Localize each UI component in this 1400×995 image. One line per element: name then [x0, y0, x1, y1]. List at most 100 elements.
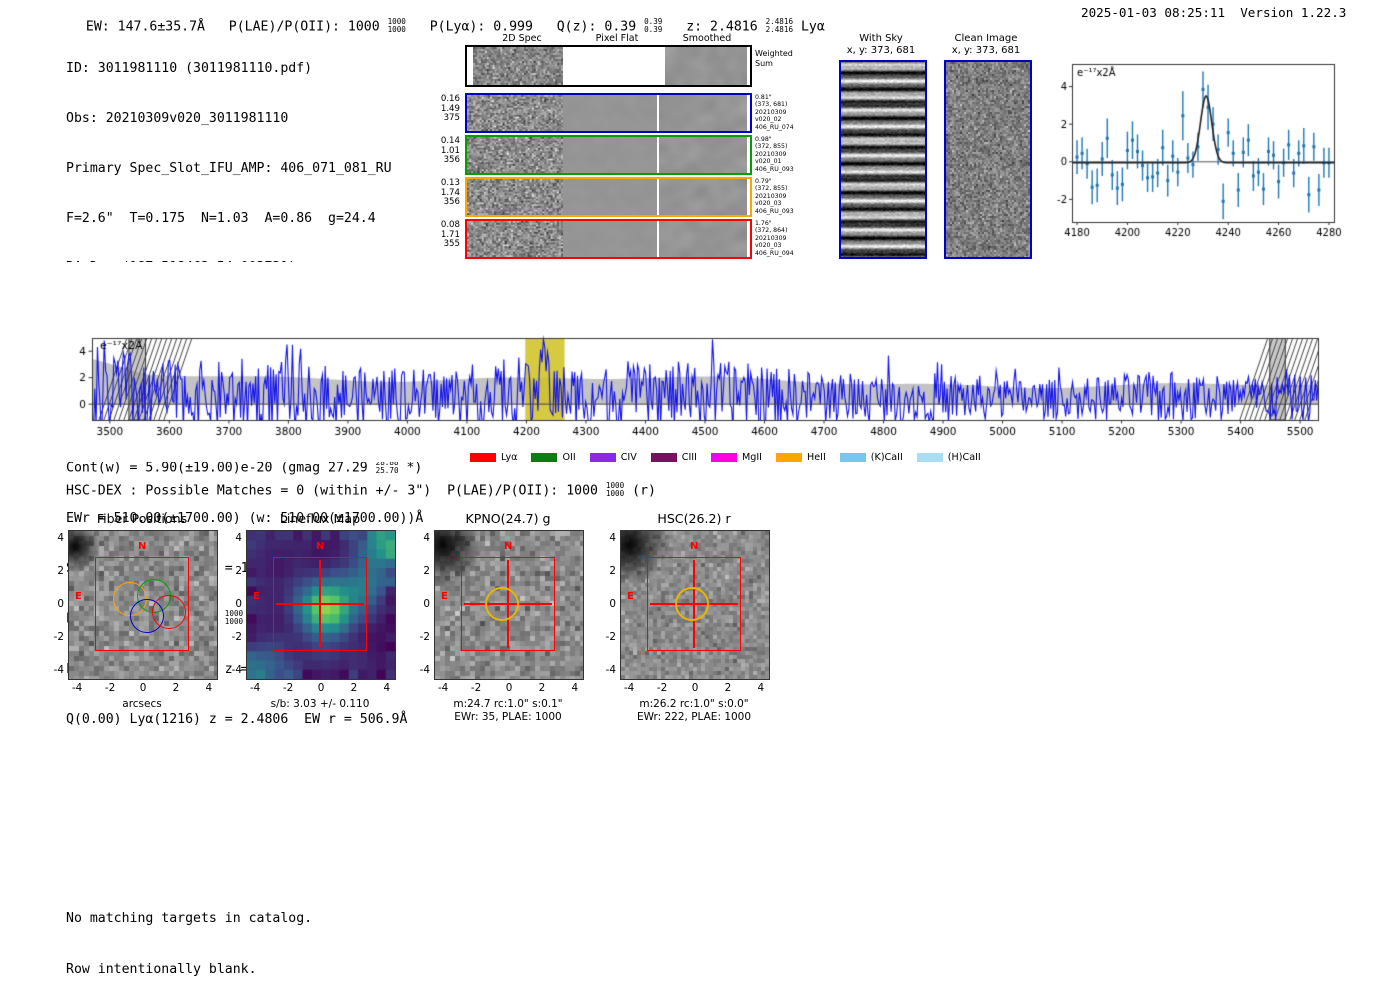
exposure-info-value: 0.98" — [755, 136, 772, 143]
weighted-sum-smoothed-image — [665, 47, 748, 85]
exposure-strip — [465, 135, 752, 175]
cutout-caption-1: s/b: 3.03 +/- 0.110 — [270, 698, 370, 710]
legend-label: Lyα — [501, 452, 518, 463]
exposure-info-value: (372, 855) — [755, 143, 788, 151]
header-ew-plae-text: EW: 147.6±35.7Å P(LAE)/P(OII): 1000 — [85, 19, 388, 35]
cutout-xtick: 2 — [350, 682, 358, 694]
timestamp-version: 2025-01-03 08:25:11 Version 1.22.3 — [1081, 5, 1347, 20]
cutout-ytick: 0 — [235, 598, 242, 610]
exposure-info-value: 20210309 — [755, 234, 787, 242]
compass-north: N — [690, 541, 699, 552]
info-line-q: Q(0.00) Lyα(1216) z = 2.4806 EW r = 506.… — [66, 711, 408, 727]
column-header-pixelflat: Pixel Flat — [595, 33, 639, 44]
compass-east: E — [441, 591, 448, 602]
z-frac-bottom: 2.4816 — [765, 25, 794, 34]
hsc-dex-suffix: (r) — [624, 483, 656, 499]
fiber-circle — [151, 595, 186, 630]
exposure-left-value: 1.01 — [440, 145, 460, 156]
exposure-smoothed-image — [659, 95, 748, 131]
contw-suffix: *) — [398, 461, 423, 477]
legend-label: CIV — [620, 452, 637, 463]
exposure-info-value: (373, 681) — [755, 101, 788, 109]
info-plae-frac-bottom: 1000 — [224, 617, 244, 627]
weighted-sum-pixelflat-image — [568, 47, 660, 85]
exposure-left-labels: 0.16 1.49 375 — [408, 94, 460, 124]
legend-swatch — [776, 453, 802, 462]
plae-frac-bottom: 1000 — [387, 25, 406, 34]
exposure-info-value: (372, 855) — [755, 185, 788, 193]
cutout-ytick: 2 — [609, 565, 616, 578]
exposure-left-value: 355 — [443, 239, 460, 250]
gmag-frac-top: 28.88 — [375, 458, 399, 468]
cutout-xtick: -4 — [437, 682, 449, 694]
cutout-aperture-box — [647, 557, 741, 651]
header-z-text: z: 2.4816 — [662, 19, 766, 35]
cutout-xtick: 4 — [571, 682, 579, 694]
cutout-title: KPNO(24.7) g — [465, 511, 551, 526]
info-line-seeing: F=2.6" T=0.175 N=1.03 A=0.86 g=24.4 — [66, 210, 376, 226]
cutout-image-heat[interactable] — [246, 530, 396, 680]
compass-north: N — [138, 541, 147, 552]
cutout-ytick: 4 — [609, 532, 616, 545]
exposure-info-value: 406_RU_093 — [755, 165, 794, 173]
qz-fraction: 0.39 0.39 — [644, 18, 662, 34]
hsc-dex-summary: HSC-DEX : Possible Matches = 0 (within +… — [66, 482, 656, 499]
exposure-pixelflat-image — [563, 179, 657, 215]
plae-fraction: 1000 1000 — [388, 18, 406, 34]
cutout-ytick: 2 — [235, 565, 242, 578]
legend-swatch — [710, 453, 737, 462]
exposure-left-value: 356 — [443, 155, 460, 166]
cutout-caption: arcsecs — [28, 698, 256, 711]
cutout-xtick: 4 — [205, 682, 213, 694]
weighted-sum-2dspec-image — [472, 47, 564, 85]
legend-item: (H)CaII — [916, 452, 981, 463]
exposure-info-value: 406_RU_074 — [755, 123, 794, 131]
spectrum-legend: Lyα OII CIV CIII MgII HeII (K)CaII (H)CaII — [470, 452, 981, 463]
qz-frac-top: 0.39 — [644, 17, 663, 26]
cutout-aperture-box — [95, 557, 189, 651]
exposure-left-labels: 0.08 1.71 355 — [408, 220, 460, 250]
exposure-smoothed-image — [659, 221, 748, 257]
exposure-info-value: 1.76" — [755, 220, 772, 227]
contw-prefix: Cont(w) = 5.90(±19.00)e-20 (gmag 27.29 — [66, 461, 376, 477]
line-zoom-plot — [1042, 56, 1342, 256]
compass-east: E — [253, 591, 260, 602]
cutout-ytick: -4 — [53, 663, 64, 676]
exposure-right-info: 0.81" (373, 681) 20210309 v020_02 406_RU_074 — [755, 94, 819, 131]
cutout-caption-1: m:26.2 rc:1.0" s:0.0" — [639, 698, 749, 710]
exposure-strip — [465, 219, 752, 259]
exposure-left-value: 0.13 — [440, 178, 460, 188]
info-line-primary-spec: Primary Spec_Slot_IFU_AMP: 406_071_081_R… — [66, 160, 392, 176]
exposure-strip — [465, 177, 752, 217]
full-spectrum-canvas — [0, 262, 1400, 462]
exposure-2dspec-image — [467, 179, 564, 215]
exposure-info-value: v020_01 — [755, 158, 782, 166]
exposure-info-value: 0.79" — [755, 178, 772, 185]
cutout-xtick: 2 — [172, 682, 180, 694]
info-line-obs: Obs: 20210309v020_3011981110 — [66, 110, 289, 126]
exposure-info-value: v020_03 — [755, 242, 782, 250]
plae-frac-top: 1000 — [387, 17, 406, 26]
cutout-caption: m:24.7 rc:1.0" s:0.1" EWr: 35, PLAE: 1000 — [394, 698, 622, 724]
exposure-left-value: 0.08 — [440, 220, 460, 230]
exposure-pixelflat-image — [563, 137, 657, 173]
cutout-ytick: 4 — [235, 532, 242, 545]
footer-line-2: Row intentionally blank. — [66, 962, 257, 977]
exposure-2dspec-image — [467, 95, 564, 131]
cutout-radius-circle — [484, 586, 519, 621]
gmag-fraction: 28.88 25.70 — [376, 459, 399, 475]
legend-item: Lyα — [470, 452, 517, 463]
hsc-dex-frac-bottom: 1000 — [605, 489, 625, 498]
cutout-ytick: 4 — [57, 532, 64, 545]
legend-swatch — [531, 453, 558, 462]
cutout-xtick: -2 — [282, 682, 294, 694]
cutout-title: Fiber Positions — [96, 511, 188, 526]
compass-north: N — [316, 541, 325, 552]
cutout-aperture-box — [273, 557, 367, 651]
exposure-info-value: 406_RU_093 — [755, 207, 794, 215]
cutout-xtick: 2 — [538, 682, 546, 694]
weighted-sum-strip — [465, 45, 752, 87]
clean-image-image — [944, 60, 1032, 259]
hsc-dex-fraction: 1000 1000 — [606, 482, 624, 498]
cutout-ytick: -2 — [605, 630, 616, 643]
